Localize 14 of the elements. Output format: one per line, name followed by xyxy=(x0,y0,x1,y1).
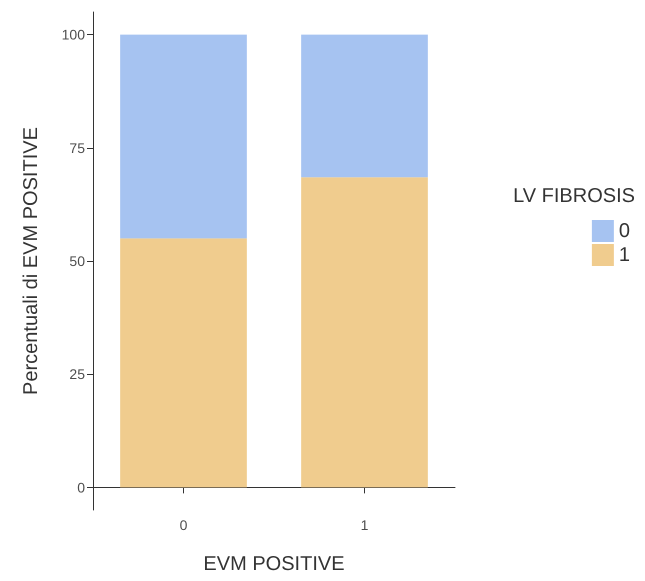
legend-label: 0 xyxy=(618,220,630,242)
bar xyxy=(120,238,247,488)
y-tick-label: 25 xyxy=(69,366,86,382)
bar xyxy=(301,34,428,178)
y-axis-title: Percentuali di EVM POSITIVE xyxy=(20,127,42,395)
y-tick-label: 50 xyxy=(69,253,86,269)
y-tick-label: 100 xyxy=(62,26,86,43)
y-tick-label: 0 xyxy=(77,479,86,496)
legend-label: 1 xyxy=(618,244,630,266)
bar xyxy=(120,34,247,238)
legend-title: LV FIBROSIS xyxy=(513,185,636,207)
x-axis-title: EVM POSITIVE xyxy=(203,553,345,575)
y-tick-label: 75 xyxy=(69,140,86,156)
bar xyxy=(301,177,428,488)
